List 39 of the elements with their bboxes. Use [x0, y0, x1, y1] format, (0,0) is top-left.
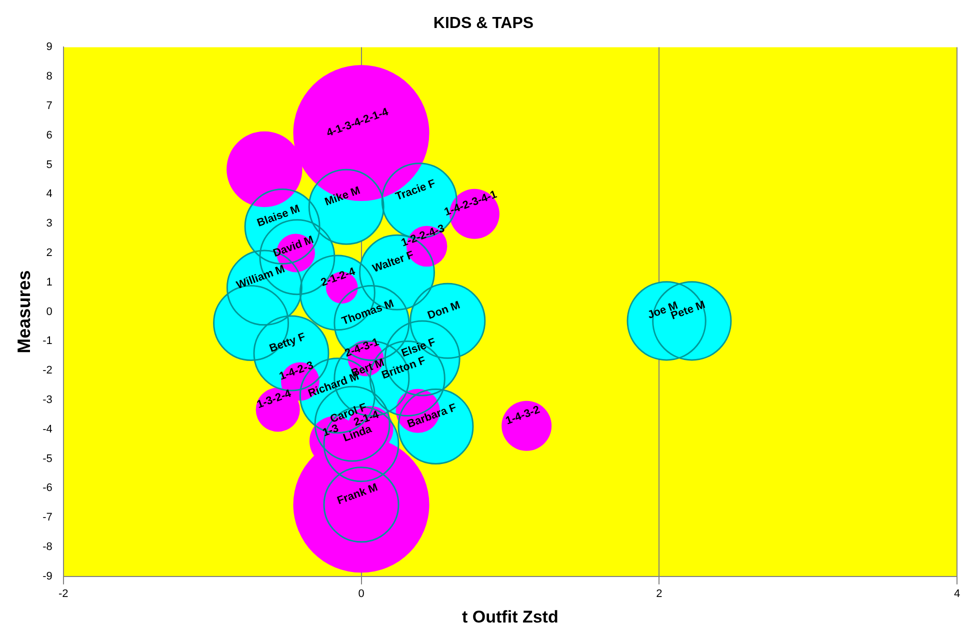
y-tick-label: 1: [46, 276, 52, 288]
data-label: Blaise M: [256, 202, 302, 230]
data-label: 1-3: [321, 422, 340, 440]
y-tick-label: -1: [42, 335, 52, 348]
x-tick-label: -2: [58, 588, 68, 600]
y-tick-label: 0: [46, 306, 52, 318]
x-tick-label: 4: [954, 588, 960, 600]
y-tick-label: 5: [46, 158, 52, 171]
y-tick-label: -4: [42, 423, 52, 436]
data-label: Tracie F: [394, 178, 438, 204]
y-tick-label: 3: [46, 218, 52, 230]
x-axis-title: t Outfit Zstd: [462, 607, 558, 626]
data-label: William M: [234, 263, 286, 292]
data-label: 1-3-2-4: [255, 387, 294, 412]
y-axis-title: Measures: [14, 270, 34, 354]
y-tick-label: 9: [46, 41, 52, 54]
x-tick-label: 2: [656, 588, 662, 600]
y-tick-label: 8: [46, 70, 52, 83]
x-tick-label: 0: [358, 588, 364, 600]
data-label: Mike M: [323, 184, 362, 208]
y-tick-label: 7: [46, 100, 52, 112]
y-tick-label: -9: [42, 570, 52, 582]
y-tick-label: 2: [46, 247, 52, 260]
y-tick-label: -6: [42, 482, 52, 494]
data-label: Walter F: [371, 249, 416, 276]
y-tick-label: -8: [42, 541, 52, 554]
data-label: Thomas M: [340, 298, 396, 328]
data-label: Betty F: [268, 330, 308, 355]
y-tick-label: -3: [42, 394, 52, 406]
y-tick-label: -2: [42, 364, 52, 377]
y-tick-label: -5: [42, 452, 52, 465]
chart-title: KIDS & TAPS: [433, 15, 534, 32]
y-tick-label: 6: [46, 129, 52, 142]
data-label: David M: [272, 234, 316, 260]
data-label: Frank M: [336, 482, 380, 508]
y-tick-label: 4: [46, 188, 52, 200]
y-tick-label: -7: [42, 512, 52, 524]
data-label: 2-1-2-4: [319, 265, 358, 290]
data-label: Don M: [426, 299, 462, 322]
